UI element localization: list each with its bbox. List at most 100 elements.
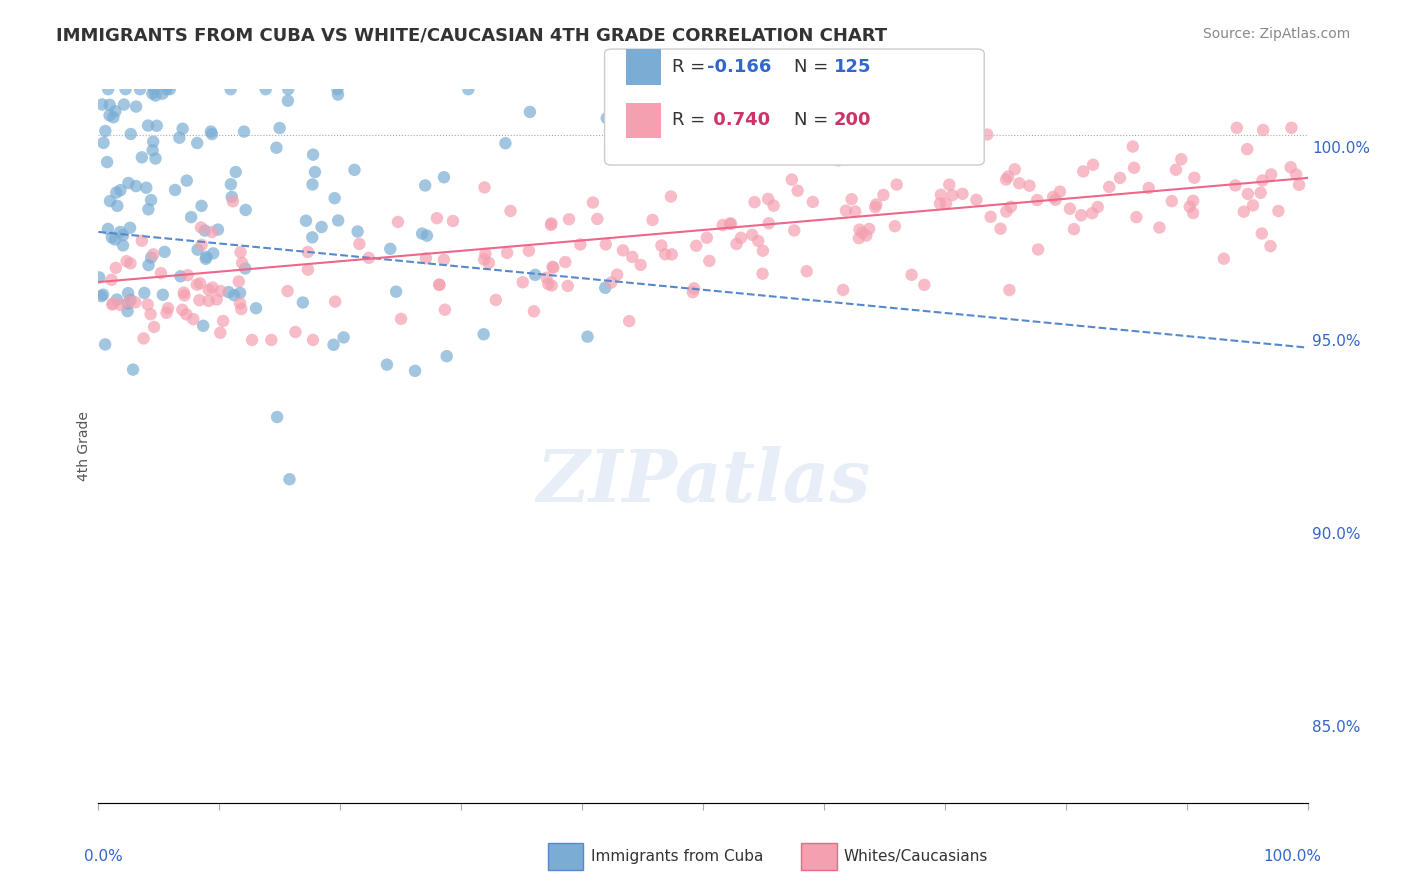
Point xyxy=(998,283,1021,297)
Point xyxy=(297,262,319,277)
Point xyxy=(176,268,198,283)
Point xyxy=(233,125,256,139)
Point xyxy=(145,119,167,133)
Point xyxy=(436,349,458,363)
Point xyxy=(186,277,208,292)
Point xyxy=(744,195,766,210)
Point xyxy=(260,333,283,347)
Point xyxy=(198,283,221,297)
Point xyxy=(188,293,211,308)
Point xyxy=(104,104,127,119)
Point xyxy=(630,258,652,272)
Point xyxy=(1212,252,1234,266)
Point xyxy=(332,330,354,344)
Point xyxy=(540,278,562,293)
Point xyxy=(301,230,323,244)
Point xyxy=(595,237,617,252)
Point xyxy=(1063,222,1085,236)
Point xyxy=(231,256,253,270)
Point xyxy=(94,124,117,138)
Point xyxy=(935,196,957,211)
Point xyxy=(851,226,873,240)
Point xyxy=(1170,153,1192,167)
Point xyxy=(212,314,235,328)
Point xyxy=(1251,123,1274,137)
Point xyxy=(98,97,121,112)
Point xyxy=(323,294,346,309)
Point xyxy=(266,410,288,425)
Point xyxy=(536,270,558,285)
Point xyxy=(474,247,496,261)
Point xyxy=(122,362,145,376)
Point xyxy=(997,169,1019,184)
Point xyxy=(751,267,773,281)
Point xyxy=(104,260,127,275)
Point xyxy=(100,273,122,287)
Point xyxy=(517,244,540,258)
Point xyxy=(1109,170,1132,185)
Point xyxy=(1236,142,1258,156)
Point xyxy=(221,190,243,204)
Point xyxy=(863,200,886,214)
Point xyxy=(173,288,195,302)
Point xyxy=(952,186,974,201)
Point xyxy=(380,242,402,256)
Point xyxy=(142,82,165,96)
Point xyxy=(1042,190,1064,204)
Point xyxy=(716,130,738,145)
Point xyxy=(683,281,706,295)
Point xyxy=(848,222,870,236)
Text: 0.0%: 0.0% xyxy=(84,849,124,863)
Point xyxy=(832,283,855,297)
Point xyxy=(1149,220,1171,235)
Point xyxy=(1071,164,1094,178)
Point xyxy=(155,82,177,96)
Point xyxy=(193,318,215,333)
Point xyxy=(1087,200,1109,214)
Point xyxy=(883,219,905,234)
Point xyxy=(485,293,508,307)
Point xyxy=(558,212,581,227)
Point xyxy=(512,275,534,289)
Point xyxy=(219,178,242,192)
Point xyxy=(416,228,439,243)
Point xyxy=(699,253,721,268)
Point xyxy=(346,225,368,239)
Point xyxy=(411,227,433,241)
Point xyxy=(120,127,142,141)
Point xyxy=(229,245,252,260)
Point xyxy=(752,244,775,258)
Point xyxy=(169,269,191,284)
Point xyxy=(793,145,815,159)
Text: 125: 125 xyxy=(834,58,872,76)
Point xyxy=(145,152,167,166)
Point xyxy=(941,188,963,202)
Point xyxy=(1122,139,1144,153)
Point xyxy=(195,250,218,264)
Point xyxy=(576,329,599,343)
Point xyxy=(848,231,870,245)
Point xyxy=(135,180,157,194)
Point xyxy=(980,210,1002,224)
Point xyxy=(1137,181,1160,195)
Point xyxy=(117,286,139,301)
Point xyxy=(105,186,128,200)
Point xyxy=(155,306,177,320)
Point xyxy=(98,108,121,122)
Point xyxy=(172,121,194,136)
Point xyxy=(557,279,579,293)
Point xyxy=(519,105,541,120)
Point xyxy=(786,184,808,198)
Point xyxy=(254,82,277,96)
Point xyxy=(858,222,880,236)
Point xyxy=(1004,162,1026,177)
Point xyxy=(682,285,704,300)
Point xyxy=(153,244,176,259)
Point xyxy=(606,268,628,282)
Point xyxy=(117,296,139,310)
Point xyxy=(1125,210,1147,224)
Point xyxy=(1226,120,1249,135)
Text: 0.740: 0.740 xyxy=(707,112,770,129)
Point xyxy=(612,244,634,258)
Point xyxy=(209,284,232,298)
